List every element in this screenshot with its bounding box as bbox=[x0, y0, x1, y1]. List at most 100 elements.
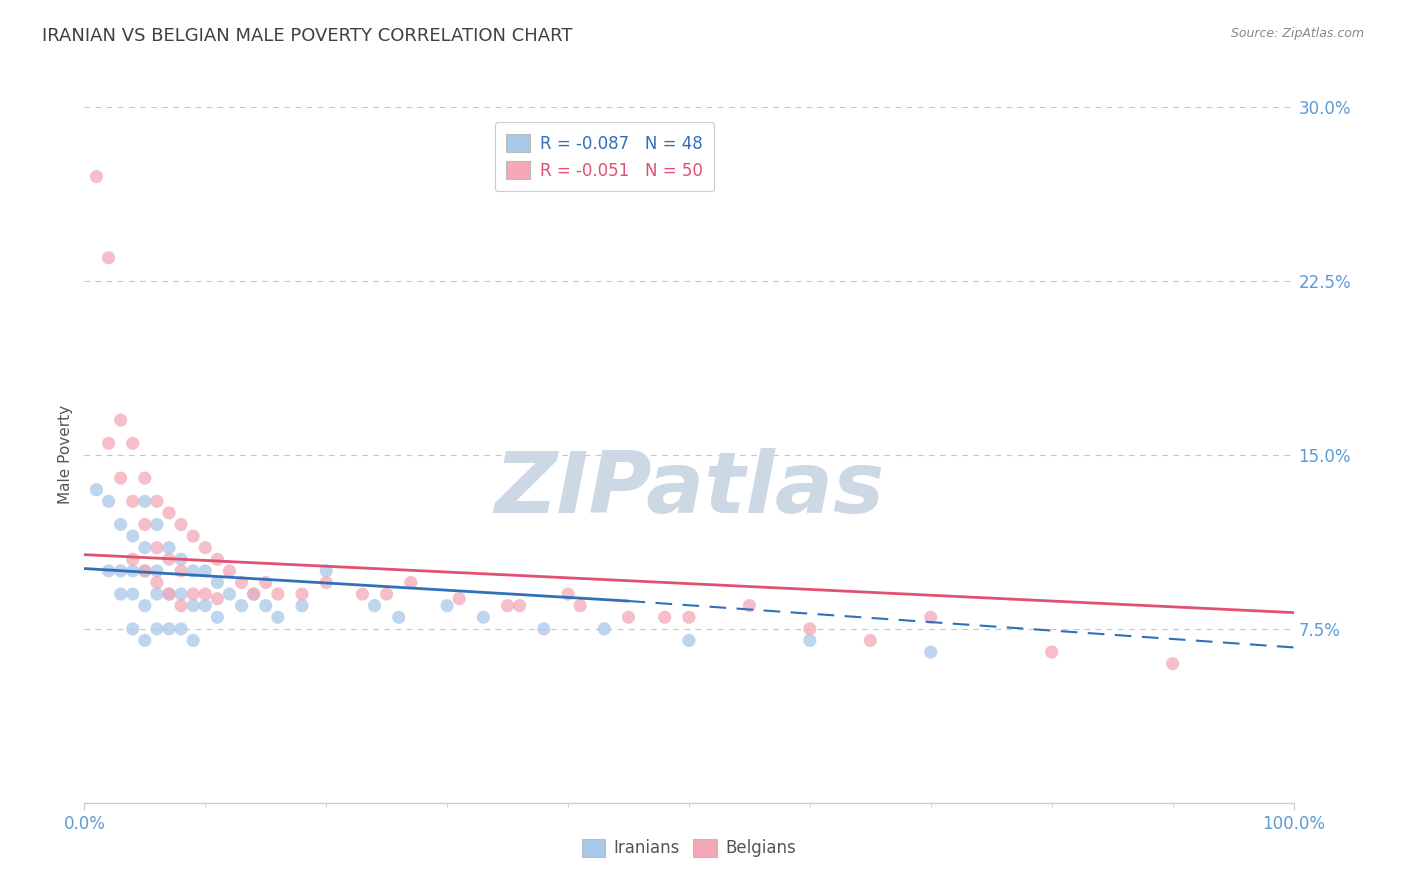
Point bbox=[134, 633, 156, 648]
Point bbox=[146, 564, 169, 578]
Point bbox=[194, 541, 217, 555]
Point bbox=[617, 610, 640, 624]
Point bbox=[363, 599, 385, 613]
Point bbox=[134, 494, 156, 508]
Text: ZIPatlas: ZIPatlas bbox=[494, 448, 884, 532]
Point bbox=[170, 599, 193, 613]
Point bbox=[859, 633, 882, 648]
Point bbox=[97, 436, 120, 450]
Point bbox=[157, 506, 180, 520]
Point bbox=[207, 591, 229, 606]
Point bbox=[207, 610, 229, 624]
Point bbox=[146, 494, 169, 508]
Point bbox=[1161, 657, 1184, 671]
Point bbox=[254, 575, 277, 590]
Point bbox=[291, 587, 314, 601]
Point bbox=[181, 633, 204, 648]
Point bbox=[352, 587, 374, 601]
Point bbox=[207, 575, 229, 590]
Point bbox=[121, 587, 143, 601]
Point bbox=[533, 622, 555, 636]
Point bbox=[496, 599, 519, 613]
Point bbox=[134, 564, 156, 578]
Point bbox=[134, 517, 156, 532]
Point bbox=[218, 587, 240, 601]
Point bbox=[399, 575, 422, 590]
Point bbox=[375, 587, 398, 601]
Point bbox=[218, 564, 240, 578]
Point bbox=[121, 494, 143, 508]
Point bbox=[194, 587, 217, 601]
Point bbox=[267, 587, 290, 601]
Point bbox=[146, 622, 169, 636]
Point bbox=[231, 575, 253, 590]
Point bbox=[146, 517, 169, 532]
Point bbox=[181, 599, 204, 613]
Point bbox=[157, 541, 180, 555]
Point bbox=[170, 564, 193, 578]
Point bbox=[254, 599, 277, 613]
Point bbox=[449, 591, 471, 606]
Point bbox=[157, 622, 180, 636]
Point bbox=[134, 471, 156, 485]
Point bbox=[170, 622, 193, 636]
Point bbox=[194, 564, 217, 578]
Point bbox=[97, 251, 120, 265]
Point bbox=[231, 599, 253, 613]
Legend: Iranians, Belgians: Iranians, Belgians bbox=[575, 832, 803, 864]
Point bbox=[738, 599, 761, 613]
Point bbox=[654, 610, 676, 624]
Point bbox=[181, 529, 204, 543]
Point bbox=[157, 587, 180, 601]
Point bbox=[1040, 645, 1063, 659]
Point bbox=[121, 552, 143, 566]
Point bbox=[593, 622, 616, 636]
Point bbox=[97, 494, 120, 508]
Point bbox=[509, 599, 531, 613]
Point bbox=[134, 541, 156, 555]
Point bbox=[121, 436, 143, 450]
Point bbox=[267, 610, 290, 624]
Text: Source: ZipAtlas.com: Source: ZipAtlas.com bbox=[1230, 27, 1364, 40]
Point bbox=[110, 564, 132, 578]
Point bbox=[121, 529, 143, 543]
Point bbox=[97, 564, 120, 578]
Point bbox=[799, 633, 821, 648]
Text: IRANIAN VS BELGIAN MALE POVERTY CORRELATION CHART: IRANIAN VS BELGIAN MALE POVERTY CORRELAT… bbox=[42, 27, 572, 45]
Point bbox=[110, 471, 132, 485]
Point bbox=[121, 622, 143, 636]
Point bbox=[799, 622, 821, 636]
Point bbox=[436, 599, 458, 613]
Point bbox=[110, 517, 132, 532]
Point bbox=[86, 169, 108, 184]
Y-axis label: Male Poverty: Male Poverty bbox=[58, 405, 73, 505]
Point bbox=[920, 645, 942, 659]
Point bbox=[170, 517, 193, 532]
Point bbox=[678, 610, 700, 624]
Point bbox=[291, 599, 314, 613]
Point bbox=[181, 564, 204, 578]
Point bbox=[388, 610, 411, 624]
Point bbox=[315, 564, 337, 578]
Point bbox=[134, 564, 156, 578]
Point bbox=[194, 599, 217, 613]
Point bbox=[157, 587, 180, 601]
Point bbox=[110, 413, 132, 427]
Point bbox=[678, 633, 700, 648]
Point bbox=[146, 575, 169, 590]
Point bbox=[569, 599, 592, 613]
Point bbox=[920, 610, 942, 624]
Point bbox=[157, 552, 180, 566]
Point bbox=[472, 610, 495, 624]
Point bbox=[557, 587, 579, 601]
Point bbox=[242, 587, 264, 601]
Point bbox=[181, 587, 204, 601]
Point bbox=[170, 587, 193, 601]
Point bbox=[146, 541, 169, 555]
Point bbox=[207, 552, 229, 566]
Point bbox=[134, 599, 156, 613]
Point bbox=[170, 552, 193, 566]
Point bbox=[315, 575, 337, 590]
Point bbox=[110, 587, 132, 601]
Point bbox=[121, 564, 143, 578]
